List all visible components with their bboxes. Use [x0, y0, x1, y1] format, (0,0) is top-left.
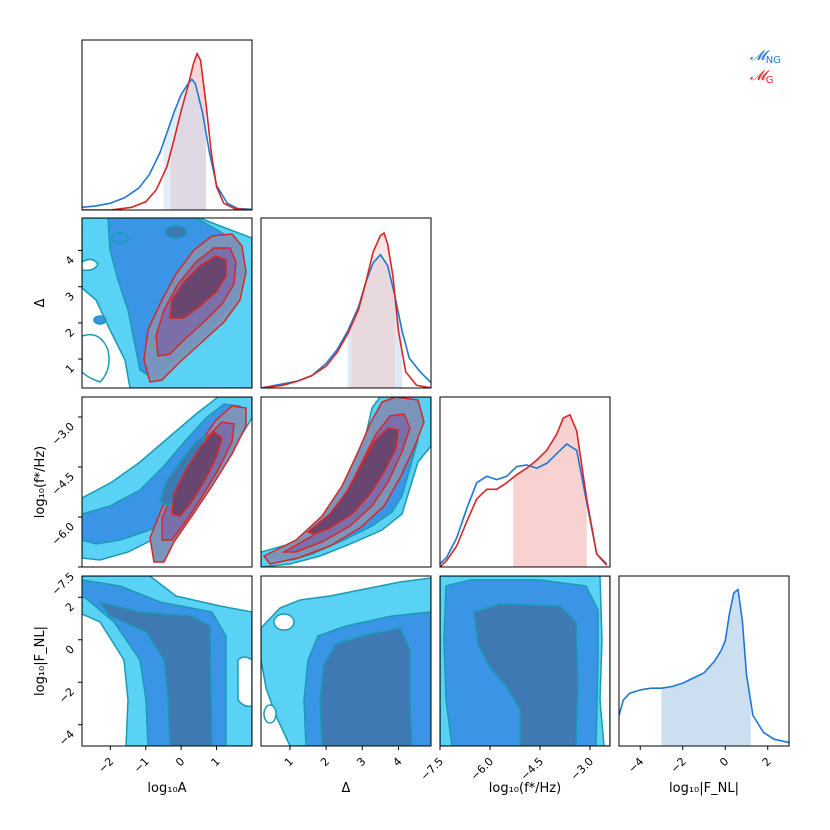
marginal-panel-logf [439, 396, 611, 568]
joint-panel-logA-logf [81, 396, 253, 568]
panel-frame [81, 575, 253, 747]
y-tick-label-Delta: 3 [63, 290, 77, 304]
y-tick-label-logFNL: 2 [63, 600, 77, 614]
density-line-g [82, 51, 252, 210]
x-tick-label-logFNL: −4 [626, 755, 647, 776]
panel-frame [81, 217, 253, 389]
density-line-g [261, 231, 431, 388]
panel-frame [439, 575, 611, 747]
x-axis-label-logf: log₁₀(f*/Hz) [489, 781, 561, 796]
legend: 𝓜NG 𝓜G [750, 48, 781, 86]
joint-panel-logA-Delta [81, 217, 253, 389]
panel-frame [260, 396, 432, 568]
contour-edge-white [599, 576, 610, 746]
contour-inner-ng [473, 603, 579, 746]
x-tick-label-logf: −6.0 [468, 755, 496, 783]
x-tick-label-logFNL: −2 [668, 755, 689, 776]
joint-panel-Delta-logf [260, 396, 432, 568]
panel-frame [618, 575, 790, 747]
contour-inner-g [169, 255, 227, 319]
contour-inner-g [306, 427, 399, 535]
y-tick-label-logf: −3.0 [49, 420, 77, 448]
contour-hole [263, 704, 277, 724]
panel-frame [81, 396, 253, 568]
legend-entry-ng: 𝓜NG [750, 48, 781, 66]
contour-hole [273, 613, 295, 631]
x-tick-label-logA: 1 [209, 755, 223, 769]
panel-frame [260, 217, 432, 389]
y-tick-label-logFNL: −2 [56, 685, 77, 706]
panel-frame [260, 575, 432, 747]
marginal-panel-Delta [260, 217, 432, 389]
x-tick-label-Delta: 1 [282, 755, 296, 769]
x-axis-label-Delta: Δ [342, 781, 351, 796]
x-tick-label-logf: −3.0 [568, 755, 596, 783]
credible-band-ng [661, 591, 751, 746]
y-axis-label-logFNL: log₁₀|F_NL| [33, 626, 48, 696]
x-tick-label-Delta: 2 [318, 755, 332, 769]
joint-panel-Delta-logFNL [260, 575, 432, 747]
x-axis-label-logFNL: log₁₀|F_NL| [669, 781, 739, 796]
marginal-panel-logA [81, 39, 253, 211]
panel-frame [439, 396, 611, 568]
y-axis-label-logf: log₁₀(f*/Hz) [33, 446, 48, 518]
contour-blob-3 [165, 225, 187, 239]
credible-band-g [513, 415, 587, 567]
panel-frame [81, 39, 253, 211]
y-tick-label-logf: −6.0 [49, 520, 77, 548]
y-tick-label-Delta: 2 [63, 326, 77, 340]
contour-inner-ng [319, 627, 413, 746]
credible-band-g [351, 233, 395, 388]
density-line-g [440, 413, 608, 567]
y-tick-label-logFNL: −4 [56, 728, 77, 749]
x-tick-label-logFNL: 2 [760, 755, 774, 769]
contour-blob-1 [111, 232, 129, 244]
contour-hole-1 [82, 258, 99, 272]
y-axis-label-Delta: Δ [33, 298, 48, 307]
contour-inner-ng [98, 600, 213, 746]
y-tick-label-Delta: 1 [63, 362, 77, 376]
y-tick-label-logf: −4.5 [49, 470, 77, 498]
marginal-panel-logFNL [618, 575, 790, 747]
credible-band-ng [163, 79, 206, 210]
credible-band-ng [347, 254, 403, 388]
contour-inner-g [171, 430, 223, 517]
joint-panel-logA-logFNL [81, 575, 253, 747]
x-tick-label-logFNL: 0 [717, 755, 731, 769]
x-tick-label-Delta: 4 [390, 755, 404, 769]
density-line-ng [440, 442, 608, 565]
x-tick-label-logA: 0 [173, 755, 187, 769]
y-tick-label-logFNL: 0 [63, 643, 77, 657]
x-axis-label-logA: log₁₀A [147, 781, 186, 796]
joint-panel-logf-logFNL [439, 575, 611, 747]
x-tick-label-Delta: 3 [354, 755, 368, 769]
x-tick-label-logf: −4.5 [518, 755, 546, 783]
contour-blob-2 [93, 315, 107, 325]
density-line-ng [619, 588, 789, 744]
y-tick-label-Delta: 4 [63, 253, 77, 267]
contour-hole-2 [82, 333, 110, 383]
x-tick-label-logA: −1 [131, 755, 152, 776]
contour-gap [237, 656, 252, 708]
x-tick-label-logf: −7.5 [418, 755, 446, 783]
y-tick-label-logf: −7.5 [49, 570, 77, 598]
legend-entry-g: 𝓜G [750, 68, 773, 86]
x-tick-label-logA: −2 [96, 755, 117, 776]
